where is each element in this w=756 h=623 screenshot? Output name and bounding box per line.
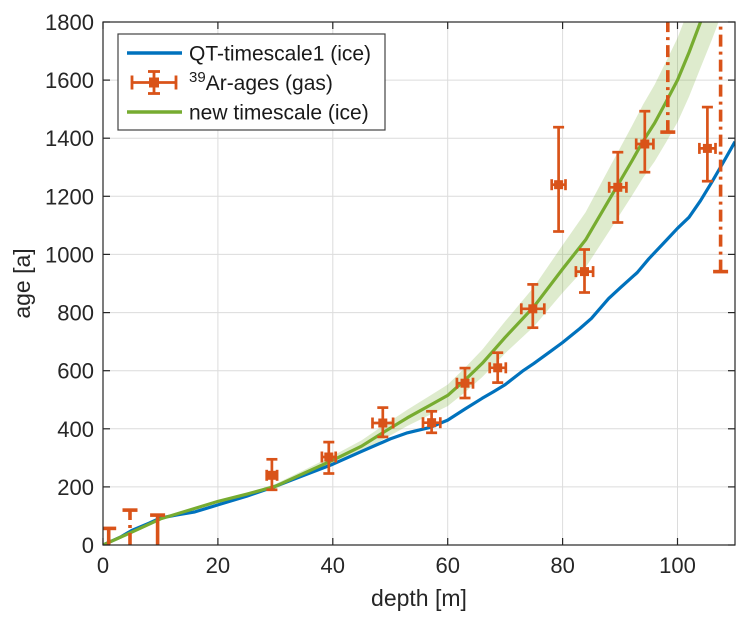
range-bar — [122, 508, 138, 545]
square-marker — [640, 139, 650, 149]
square-marker — [427, 418, 437, 428]
legend-errorbar-glyph — [130, 70, 178, 95]
square-marker — [580, 267, 589, 277]
x-tick-labels: 0 20 40 60 80 100 — [97, 553, 696, 578]
y-tick-label: 200 — [57, 475, 94, 500]
x-tick-label: 20 — [206, 553, 230, 578]
legend-label: new timescale (ice) — [189, 102, 369, 125]
legend-label: QT-timescale1 (ice) — [189, 43, 371, 66]
errorbar-point — [574, 248, 595, 294]
errorbar-point — [320, 440, 338, 475]
square-marker — [554, 180, 564, 190]
range-bar — [713, 22, 729, 274]
confidence-band — [263, 22, 719, 491]
y-tick-label: 1400 — [45, 126, 94, 151]
square-marker — [378, 418, 388, 428]
square-marker — [324, 452, 334, 462]
qt_timescale1-line — [103, 140, 735, 545]
errorbar-point — [488, 351, 508, 384]
errorbar-point — [455, 366, 475, 400]
square-marker — [702, 143, 712, 153]
y-tick-label: 1000 — [45, 242, 94, 267]
axes-box — [102, 21, 736, 546]
errorbar-point — [265, 457, 279, 492]
range-bar — [150, 513, 166, 545]
errorbar-point — [607, 150, 628, 224]
range-bar — [103, 526, 117, 545]
y-tick-label: 1600 — [45, 68, 94, 93]
y-tick-label: 0 — [82, 533, 94, 558]
y-axis-label: age [a] — [9, 248, 35, 318]
legend-entry-ar39-ages: 39Ar-ages (gas) — [130, 69, 333, 95]
x-axis-label: depth [m] — [371, 585, 467, 611]
legend-label: 39Ar-ages (gas) — [189, 69, 333, 95]
y-tick-label: 1200 — [45, 184, 94, 209]
square-marker — [267, 470, 277, 480]
y-tick-label: 400 — [57, 417, 94, 442]
errorbar-point — [550, 125, 567, 233]
x-tick-label: 60 — [435, 553, 459, 578]
y-tick-labels: 0 200 400 600 800 1000 1200 1400 1600 1800 — [45, 10, 94, 558]
errorbar-point — [634, 109, 655, 174]
y-tick-label: 600 — [57, 359, 94, 384]
square-marker — [613, 182, 623, 192]
y-tick-label: 800 — [57, 301, 94, 326]
x-tick-label: 40 — [321, 553, 345, 578]
legend-entry-qt-timescale1: QT-timescale1 (ice) — [127, 43, 371, 66]
legend-entry-new-timescale: new timescale (ice) — [127, 102, 369, 125]
y-tick-label: 1800 — [45, 10, 94, 35]
range-bar — [660, 22, 676, 134]
square-marker — [493, 363, 503, 373]
x-tick-label: 80 — [550, 553, 574, 578]
square-marker — [460, 378, 470, 388]
errorbar-point — [519, 283, 546, 330]
errorbar-point — [698, 105, 717, 183]
ar39-errorbar-series — [265, 105, 717, 492]
legend: QT-timescale1 (ice) 39Ar-ages (gas) new ti… — [117, 33, 386, 131]
square-marker — [528, 304, 538, 314]
errorbar-point — [371, 406, 395, 439]
range-bars — [103, 22, 729, 545]
x-tick-label: 100 — [659, 553, 696, 578]
x-tick-label: 0 — [97, 553, 109, 578]
errorbar-point — [421, 409, 442, 435]
